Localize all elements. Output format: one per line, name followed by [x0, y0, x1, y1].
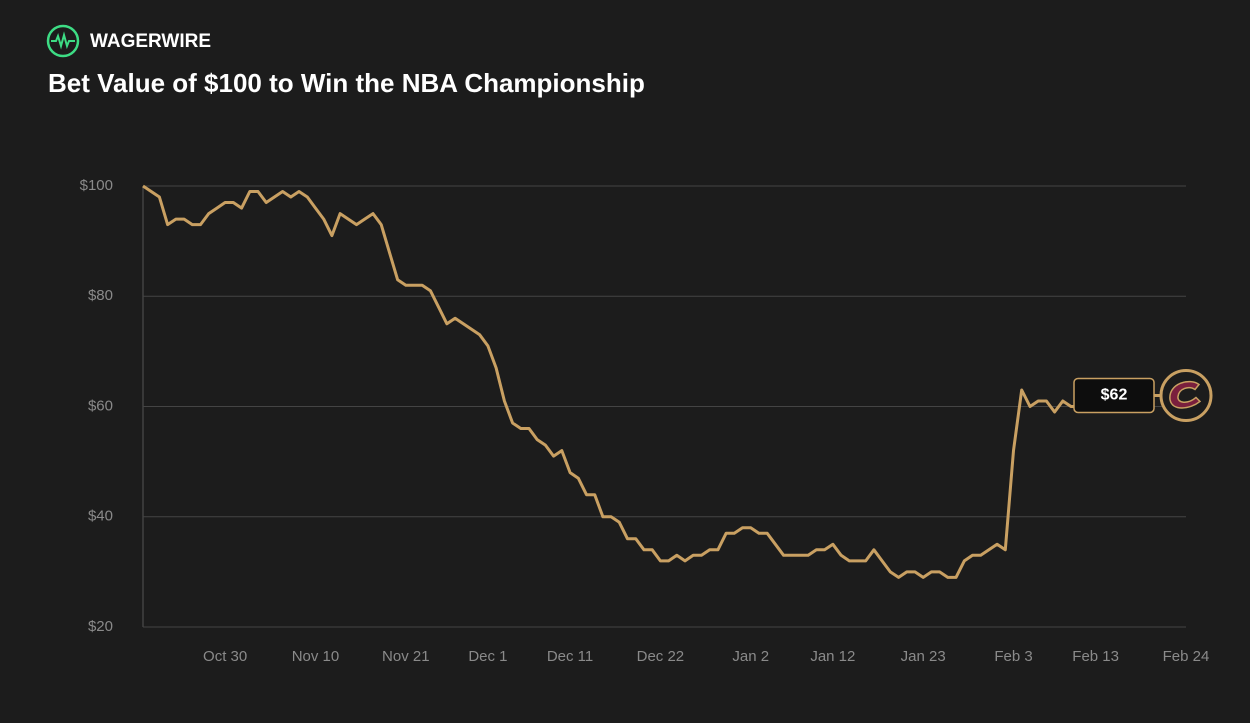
x-tick-label: Dec 11	[547, 648, 593, 665]
x-tick-label: Feb 24	[1163, 648, 1210, 665]
team-logo-c	[1169, 380, 1202, 409]
x-tick-label: Dec 22	[637, 648, 685, 665]
brand: WAGERWIRE	[90, 31, 211, 52]
x-tick-label: Feb 3	[994, 648, 1032, 665]
x-tick-label: Jan 12	[810, 648, 855, 665]
y-tick-label: $40	[88, 508, 113, 525]
x-tick-label: Dec 1	[468, 648, 507, 665]
value-label: $62	[1101, 387, 1128, 404]
brand-logo	[46, 24, 80, 58]
x-tick-label: Oct 30	[203, 648, 247, 665]
x-tick-label: Nov 21	[382, 648, 430, 665]
y-tick-label: $60	[88, 397, 113, 414]
x-tick-label: Nov 10	[292, 648, 340, 665]
line	[142, 184, 1186, 579]
x-tick-label: Feb 13	[1072, 648, 1119, 665]
y-tick-label: $80	[88, 287, 113, 304]
x-tick-label: Jan 23	[901, 648, 946, 665]
y-tick-label: $20	[88, 618, 113, 635]
value-tag	[1073, 377, 1155, 414]
chart-title: Bet Value of $100 to Win the NBA Champio…	[48, 68, 645, 98]
x-tick-label: Jan 2	[732, 648, 769, 665]
y-tick-label: $100	[80, 177, 113, 194]
team-logo	[1159, 368, 1213, 422]
